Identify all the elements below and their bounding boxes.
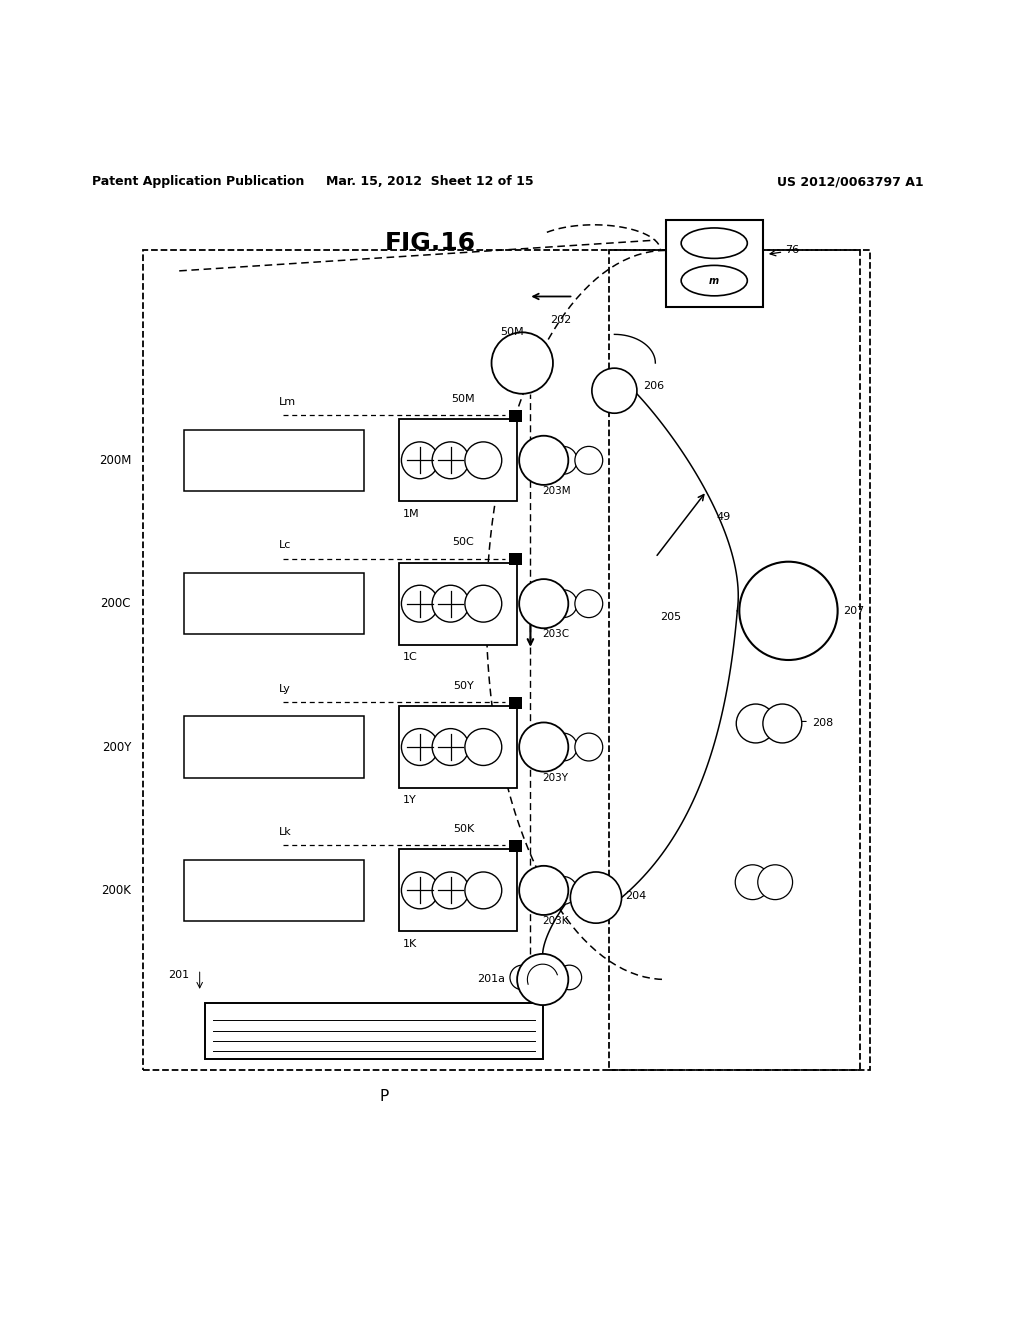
Circle shape: [523, 733, 552, 760]
Bar: [666, 219, 763, 306]
Text: 203M: 203M: [543, 486, 571, 496]
Circle shape: [557, 965, 582, 990]
Circle shape: [758, 865, 793, 900]
Text: 201: 201: [168, 970, 189, 979]
Circle shape: [523, 590, 552, 618]
Circle shape: [432, 442, 469, 479]
Text: 1C: 1C: [402, 652, 417, 661]
Text: 201a: 201a: [477, 974, 505, 985]
Circle shape: [401, 442, 438, 479]
Text: 50Y: 50Y: [453, 681, 474, 690]
Text: P: P: [379, 1089, 389, 1104]
Text: 208: 208: [812, 718, 834, 729]
Circle shape: [465, 585, 502, 622]
Bar: [205, 1003, 543, 1060]
Text: 205: 205: [660, 612, 682, 622]
Circle shape: [517, 954, 568, 1005]
Circle shape: [401, 729, 438, 766]
Bar: [609, 251, 870, 1069]
Text: Ly: Ly: [279, 684, 291, 694]
Text: Patent Application Publication: Patent Application Publication: [92, 176, 304, 189]
Text: 50K: 50K: [453, 824, 474, 834]
Ellipse shape: [681, 265, 748, 296]
Text: FIG.16: FIG.16: [385, 231, 475, 255]
Text: 1Y: 1Y: [402, 795, 416, 805]
Text: 200C: 200C: [100, 597, 131, 610]
Circle shape: [401, 873, 438, 909]
Text: 207: 207: [843, 606, 864, 616]
Text: Lk: Lk: [279, 828, 292, 837]
Circle shape: [519, 722, 568, 772]
Text: 50M: 50M: [452, 393, 475, 404]
Text: 49: 49: [717, 512, 731, 521]
Text: Lc: Lc: [279, 540, 292, 550]
Circle shape: [574, 733, 603, 760]
Circle shape: [549, 590, 578, 618]
Bar: [399, 706, 517, 788]
Bar: [399, 850, 517, 932]
Text: Mar. 15, 2012  Sheet 12 of 15: Mar. 15, 2012 Sheet 12 of 15: [327, 176, 534, 189]
Circle shape: [432, 873, 469, 909]
Text: 203C: 203C: [543, 630, 569, 639]
Circle shape: [519, 436, 568, 484]
Text: 202: 202: [551, 315, 571, 325]
Bar: [184, 859, 364, 921]
Text: 200Y: 200Y: [101, 741, 131, 754]
Text: US 2012/0063797 A1: US 2012/0063797 A1: [776, 176, 924, 189]
Circle shape: [549, 876, 578, 904]
Circle shape: [739, 562, 838, 660]
Circle shape: [570, 873, 622, 923]
Text: 50C: 50C: [453, 537, 474, 548]
Bar: [184, 573, 364, 635]
Circle shape: [574, 876, 603, 904]
Text: 1K: 1K: [402, 939, 417, 949]
Bar: [184, 429, 364, 491]
Ellipse shape: [681, 228, 748, 259]
Bar: [509, 840, 522, 853]
Circle shape: [465, 729, 502, 766]
Text: 203K: 203K: [543, 916, 569, 927]
Circle shape: [574, 446, 603, 474]
Text: 50M: 50M: [500, 327, 524, 338]
Text: 204: 204: [625, 891, 646, 900]
Circle shape: [510, 965, 535, 990]
Circle shape: [519, 866, 568, 915]
Bar: [509, 553, 522, 565]
Circle shape: [523, 876, 552, 904]
Text: 203Y: 203Y: [543, 772, 568, 783]
Circle shape: [763, 704, 802, 743]
Circle shape: [432, 585, 469, 622]
Text: 1M: 1M: [402, 508, 419, 519]
Bar: [509, 411, 522, 422]
Circle shape: [735, 865, 770, 900]
Circle shape: [549, 446, 578, 474]
Text: m: m: [710, 276, 719, 285]
Circle shape: [465, 442, 502, 479]
Circle shape: [736, 704, 775, 743]
Circle shape: [432, 729, 469, 766]
Text: 76: 76: [785, 246, 800, 255]
Circle shape: [465, 873, 502, 909]
Text: 200K: 200K: [101, 884, 131, 896]
Bar: [143, 251, 860, 1069]
Bar: [399, 562, 517, 644]
Text: Lm: Lm: [279, 397, 296, 407]
Circle shape: [549, 733, 578, 760]
Bar: [184, 717, 364, 777]
Text: 206: 206: [643, 380, 665, 391]
Circle shape: [519, 579, 568, 628]
Circle shape: [523, 446, 552, 474]
Bar: [399, 420, 517, 502]
Circle shape: [401, 585, 438, 622]
Text: 200M: 200M: [98, 454, 131, 467]
Circle shape: [574, 590, 603, 618]
Bar: [509, 697, 522, 709]
Circle shape: [592, 368, 637, 413]
Circle shape: [492, 333, 553, 393]
